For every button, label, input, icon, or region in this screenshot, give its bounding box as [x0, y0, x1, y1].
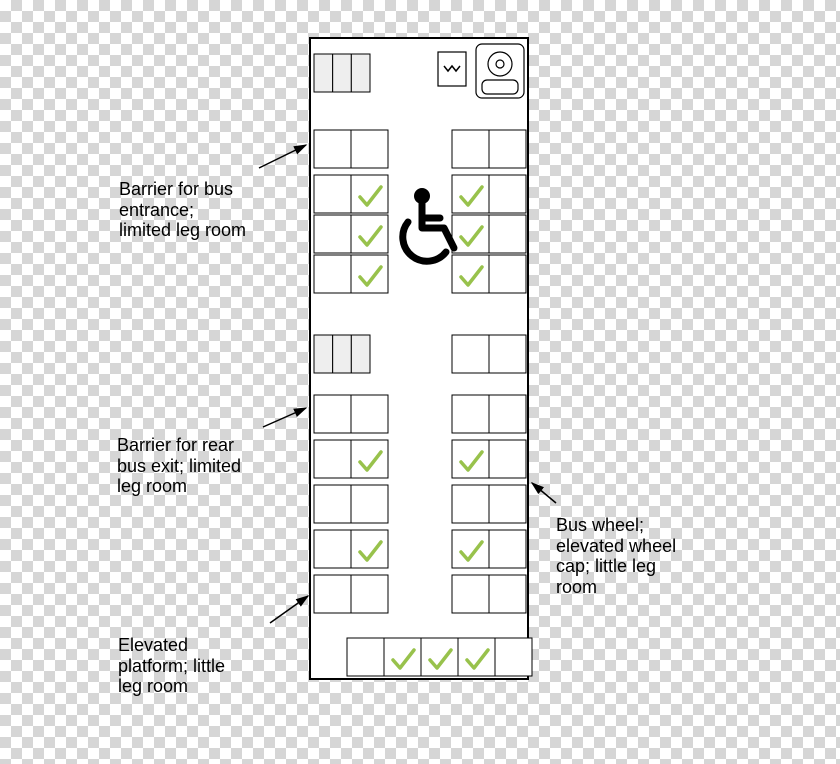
- seat: [351, 395, 388, 433]
- door: [314, 335, 370, 373]
- seat: [458, 638, 495, 676]
- seat: [351, 215, 388, 253]
- seat: [489, 335, 526, 373]
- seat: [489, 485, 526, 523]
- seat: [452, 575, 489, 613]
- seat: [495, 638, 532, 676]
- seat: [351, 440, 388, 478]
- seat: [489, 440, 526, 478]
- seat: [314, 255, 351, 293]
- annotation-arrow: [270, 596, 308, 623]
- seat: [314, 530, 351, 568]
- seat: [351, 175, 388, 213]
- annotation-arrow: [259, 145, 306, 168]
- seat: [421, 638, 458, 676]
- seat: [452, 335, 489, 373]
- seat: [489, 255, 526, 293]
- annotation-label: Elevated platform; little leg room: [118, 635, 225, 697]
- door: [314, 54, 370, 92]
- seat: [452, 130, 489, 168]
- seat: [314, 575, 351, 613]
- seat: [489, 175, 526, 213]
- seat: [452, 440, 489, 478]
- seat: [314, 440, 351, 478]
- seat: [314, 215, 351, 253]
- seat: [314, 395, 351, 433]
- seat: [351, 485, 388, 523]
- annotation-label: Barrier for bus entrance; limited leg ro…: [119, 179, 246, 241]
- seat: [351, 575, 388, 613]
- seat: [452, 215, 489, 253]
- seat: [489, 575, 526, 613]
- annotation-arrow: [532, 483, 556, 503]
- seat: [351, 530, 388, 568]
- driver-seat: [476, 44, 524, 98]
- seat: [384, 638, 421, 676]
- seat: [351, 255, 388, 293]
- seat: [489, 130, 526, 168]
- annotation-label: Barrier for rear bus exit; limited leg r…: [117, 435, 241, 497]
- fare-box: [438, 52, 466, 86]
- seat: [314, 175, 351, 213]
- seat: [452, 395, 489, 433]
- annotation-label: Bus wheel; elevated wheel cap; little le…: [556, 515, 676, 598]
- seat: [314, 485, 351, 523]
- seat: [351, 130, 388, 168]
- seat: [452, 255, 489, 293]
- seat: [489, 530, 526, 568]
- seat: [489, 215, 526, 253]
- seat: [452, 175, 489, 213]
- seat: [452, 485, 489, 523]
- annotation-arrow: [263, 408, 306, 427]
- seat: [489, 395, 526, 433]
- seat: [314, 130, 351, 168]
- seat: [452, 530, 489, 568]
- seat: [347, 638, 384, 676]
